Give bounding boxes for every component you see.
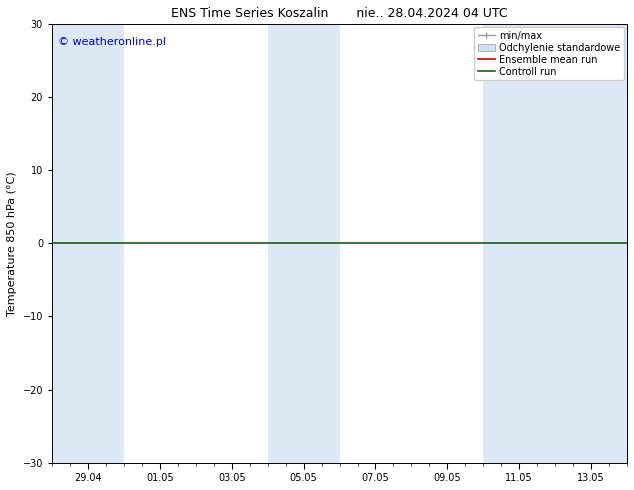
Bar [52, 24, 124, 463]
Bar [483, 24, 627, 463]
Text: © weatheronline.pl: © weatheronline.pl [58, 37, 165, 47]
Legend: min/max, Odchylenie standardowe, Ensemble mean run, Controll run: min/max, Odchylenie standardowe, Ensembl… [474, 27, 624, 80]
Y-axis label: Temperature 850 hPa (°C): Temperature 850 hPa (°C) [7, 171, 17, 316]
Bar [268, 24, 340, 463]
Title: ENS Time Series Koszalin       nie.. 28.04.2024 04 UTC: ENS Time Series Koszalin nie.. 28.04.202… [171, 7, 508, 20]
